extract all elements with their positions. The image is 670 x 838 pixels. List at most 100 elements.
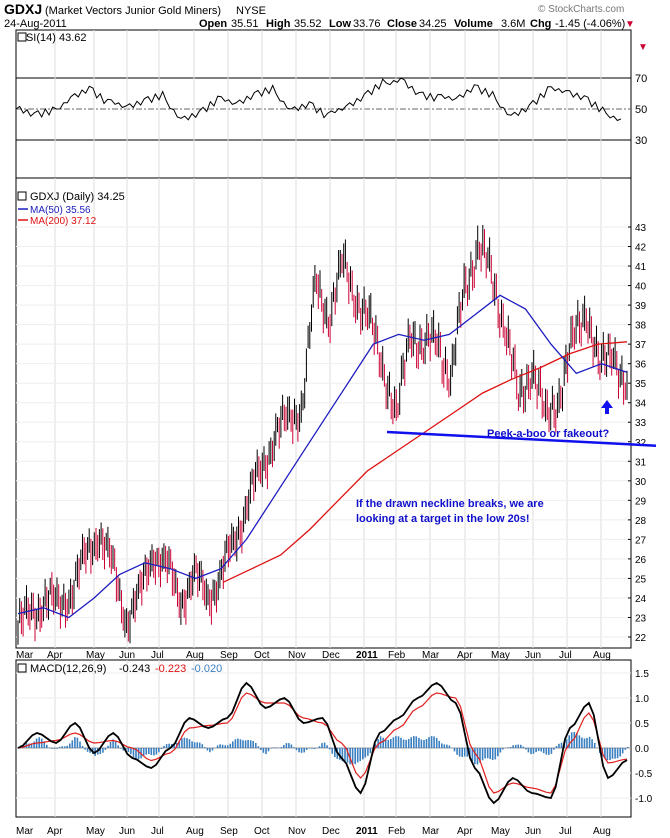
macd-hist-bar	[183, 737, 186, 748]
macd-hist-bar	[537, 748, 540, 751]
macd-hist-bar	[616, 748, 619, 759]
macd-hist-bar	[627, 747, 629, 748]
macd-hist-bar	[328, 748, 331, 750]
macd-hist-bar	[369, 748, 372, 754]
macd-hist-bar	[244, 740, 247, 748]
price-axis-label: 37	[635, 340, 647, 351]
close-label: Close	[387, 18, 417, 30]
price-axis-label: 32	[635, 438, 647, 449]
macd-hist-bar	[81, 745, 84, 748]
x-axis-label: Jul	[151, 826, 164, 837]
macd-hist-bar	[153, 748, 155, 756]
price-axis-label: 43	[635, 223, 647, 234]
macd-hist-bar	[453, 748, 456, 752]
macd-hist-bar	[224, 745, 226, 748]
open-label: Open	[199, 18, 227, 30]
macd-hist-bar	[56, 748, 58, 749]
macd-hist-bar	[588, 736, 591, 748]
macd-toggle[interactable]	[17, 663, 27, 673]
macd-hist-bar	[341, 748, 344, 762]
rsi-tick-30: 30	[635, 135, 647, 147]
macd-hist-bar	[229, 743, 232, 748]
symbol-title: GDXJ	[4, 1, 42, 17]
macd-series	[17, 681, 628, 805]
macd-hist-bar	[382, 737, 384, 748]
macd-hist-bar	[181, 738, 183, 748]
macd-hist-bar	[479, 748, 481, 763]
macd-hist-bar	[323, 742, 326, 748]
macd-hist-bar	[28, 743, 30, 748]
macd-hist-bar	[257, 746, 260, 748]
macd-hist-bar	[86, 748, 89, 752]
macd-hist-bar	[443, 744, 446, 748]
macd-hist-bar	[137, 748, 140, 760]
macd-hist-bar	[76, 737, 79, 748]
macd-hist-bar	[402, 739, 405, 748]
macd-hist-bar	[532, 748, 535, 754]
macd-hist-bar	[581, 737, 583, 748]
macd-hist-bar	[216, 745, 219, 748]
macd-hist-bar	[514, 744, 517, 748]
x-axis-label: Jun	[525, 650, 541, 661]
macd-hist-bar	[387, 740, 390, 748]
price-toggle[interactable]	[17, 191, 27, 201]
macd-hist-bar	[535, 748, 537, 753]
x-axis-label: Feb	[388, 826, 406, 837]
x-axis-label: Mar	[422, 650, 440, 661]
macd-hist-bar	[209, 748, 211, 753]
macd-hist-bar	[466, 748, 469, 757]
macd-hist-bar	[262, 748, 265, 753]
rsi-frame	[15, 29, 632, 179]
x-axis-label: Aug	[186, 650, 204, 661]
macd-hist-bar	[364, 748, 367, 758]
macd-hist-bar	[239, 739, 242, 748]
macd-hist-bar	[186, 738, 188, 748]
macd-hist-bar	[255, 743, 257, 748]
macd-hist-bar	[499, 748, 502, 753]
macd-hist-bar	[542, 748, 545, 754]
macd-hist-bar	[191, 741, 193, 748]
macd-hist-bar	[555, 746, 558, 748]
macd-hist-bar	[484, 748, 486, 759]
x-axis-label: May	[86, 650, 105, 661]
macd-hist-bar	[79, 741, 81, 748]
ma50-series	[17, 294, 628, 619]
price-legend: GDXJ (Daily) 34.25	[30, 191, 125, 203]
macd-hist-bar	[61, 746, 63, 748]
macd-hist-bar	[489, 748, 491, 760]
macd-hist-bar	[145, 748, 147, 755]
x-axis-label: Dec	[322, 826, 340, 837]
macd-hist-bar	[413, 736, 415, 748]
macd-hist-bar	[168, 743, 170, 748]
macd-hist-bar	[415, 736, 418, 748]
macd-hist-bar	[293, 747, 295, 748]
price-axis-label: 22	[635, 633, 647, 644]
macd-hist-bar	[232, 741, 234, 748]
macd-hist-bar	[318, 746, 321, 748]
macd-hist-bar	[494, 748, 497, 760]
rsi-label: RSI(14) 43.62	[18, 32, 86, 44]
macd-hist-bar	[142, 748, 145, 757]
price-axis-label: 27	[635, 535, 647, 546]
macd-hist-bar	[573, 732, 576, 748]
macd-hist-bar	[71, 740, 74, 748]
rsi-toggle[interactable]	[17, 32, 27, 42]
macd-hist-bar	[303, 748, 305, 753]
price-axis-label: 35	[635, 379, 647, 390]
x-axis-label: Apr	[47, 826, 63, 837]
macd-hist-bar	[433, 736, 435, 748]
macd-hist-bar	[206, 748, 209, 751]
macd-hist-bar	[114, 741, 117, 748]
macd-hist-bar	[326, 745, 328, 748]
macd-hist-bar	[290, 744, 293, 748]
macd-hist-bar	[591, 739, 593, 748]
macd-hist-bar	[226, 745, 229, 748]
macd-hist-bar	[502, 748, 504, 750]
macd-hist-bar	[173, 744, 175, 748]
macd-hist-bar	[295, 748, 298, 751]
price-axis-label: 33	[635, 418, 647, 429]
macd-hist-bar	[242, 740, 244, 748]
macd-hist-bar	[441, 743, 443, 748]
macd-hist-bar	[109, 742, 112, 748]
macd-hist-bar	[438, 740, 440, 748]
